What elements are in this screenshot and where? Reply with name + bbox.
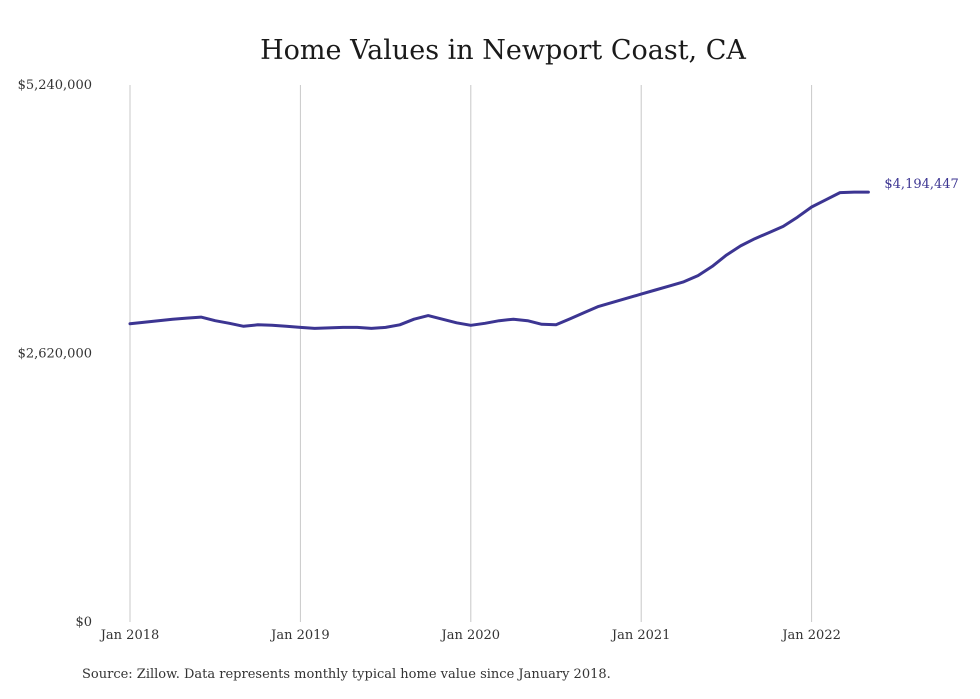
x-axis-ticks: Jan 2018 Jan 2019 Jan 2020 Jan 2021 Jan 2022	[99, 628, 841, 643]
chart-title: Home Values in Newport Coast, CA	[260, 35, 746, 66]
gridlines	[129, 85, 813, 622]
series-line	[128, 190, 870, 330]
y-axis-ticks: $0 $2,620,000 $5,240,000	[18, 78, 92, 630]
x-tick-label: Jan 2021	[610, 628, 671, 643]
x-tick-label: Jan 2018	[99, 628, 160, 643]
y-tick-label: $2,620,000	[18, 347, 92, 362]
y-tick-label: $0	[75, 615, 92, 630]
x-tick-label: Jan 2019	[269, 628, 330, 643]
x-tick-label: Jan 2022	[780, 628, 841, 643]
end-value-label: $4,194,447	[884, 177, 958, 192]
x-tick-label: Jan 2020	[440, 628, 501, 643]
source-note: Source: Zillow. Data represents monthly …	[82, 667, 611, 682]
y-tick-label: $5,240,000	[18, 78, 92, 93]
